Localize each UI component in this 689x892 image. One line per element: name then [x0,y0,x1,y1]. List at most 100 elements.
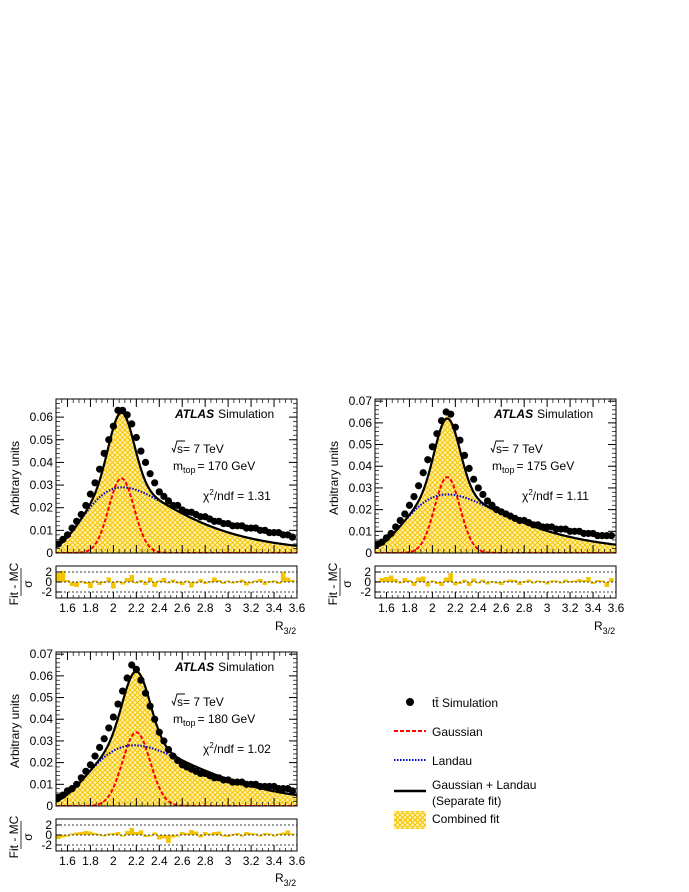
data-point [474,484,482,492]
x-tick-label: 2.8 [197,601,214,615]
x-tick-label: 3.2 [243,854,260,868]
ratio-bar [609,578,614,582]
data-point [109,713,117,721]
data-point [151,479,159,487]
ratio-bar [549,580,555,582]
data-point [114,700,122,708]
data-point [82,501,90,510]
data-point [387,529,395,538]
ratio-bar [430,580,435,582]
data-point [424,456,432,464]
data-point [132,665,140,673]
x-tick-label: 2.4 [470,601,487,615]
ratio-bar [69,833,75,835]
ratio-bar [276,582,281,584]
data-point [437,417,446,425]
data-point [77,510,85,519]
plot-area [375,408,616,553]
x-tick-label: 3.6 [289,854,306,868]
ratio-bar [397,582,403,584]
y-tick-label: 0.03 [30,478,54,492]
data-point [91,479,99,487]
ratio-bar [124,578,130,582]
ratio-bar [184,833,190,835]
ratio-bar [535,580,541,582]
ratio-bar [271,580,277,582]
mtop-label: mtop = 175 GeV [492,459,574,475]
ratio-bar [471,578,476,582]
x-tick-label: 2.6 [493,601,510,615]
x-tick-label: 3.2 [562,601,579,615]
ratio-bar [599,580,605,582]
ratio-bar [216,580,222,582]
legend-label-landau: Landau [432,754,472,768]
data-point [396,516,404,525]
data-point [109,422,117,430]
x-tick-label: 1.6 [59,601,76,615]
y-axis-label: Arbitrary units [327,441,341,515]
data-point [456,436,464,444]
x-tick-label: 2.8 [197,854,214,868]
ratio-bar [225,580,231,582]
data-point [483,497,492,505]
ratio-bar [595,580,600,582]
ratio-bar [216,831,222,835]
ratio-bar [384,577,389,582]
y-axis-label: Arbitrary units [8,441,22,515]
x-tick-label: 1.8 [82,601,99,615]
y-tick-label: 0.03 [349,481,373,495]
data-point [128,661,136,669]
data-point [155,728,163,736]
data-point [105,724,113,732]
data-point [155,488,163,496]
ratio-bar [248,582,254,584]
ratio-bar [225,835,231,837]
ratio-bar [572,580,577,582]
ratio-bar [448,573,454,582]
x-tick-label: 2.4 [151,854,168,868]
data-point [392,523,400,531]
data-point [96,465,104,473]
y-tick-label: 0 [365,546,372,560]
data-point [100,449,108,457]
ratio-bar [540,581,545,583]
ratio-bar [152,832,157,835]
ratio-y-tick-label: -2 [360,585,371,599]
ratio-bar [221,835,226,837]
x-tick-label: 2 [110,601,117,615]
ratio-bar [56,573,61,582]
ratio-bar [512,580,518,582]
ratio-bar [212,832,217,835]
ratio-bar [175,582,180,584]
ratio-bar [212,577,217,582]
atlas-label: ATLAS Simulation [174,407,274,421]
data-point [607,532,616,540]
ratio-bar [239,579,245,582]
chi2-label: χ2/ndf = 1.31 [203,488,271,503]
ratio-bar [262,833,268,835]
y-tick-label: 0.04 [30,455,54,469]
data-point [410,493,418,501]
ratio-bar [457,582,463,584]
x-tick-label: 2.4 [151,601,168,615]
ratio-bar [202,832,208,835]
data-point [382,534,391,542]
ratio-bar [106,833,112,835]
ratio-bar [161,835,167,839]
energy-label: s= 7 TeV [496,442,543,456]
data-point [105,436,113,444]
ratio-bar [244,582,249,586]
data-point [288,787,297,795]
x-tick-label: 3.6 [608,601,625,615]
data-point [151,715,159,723]
ratio-bar [124,831,130,835]
data-point [123,411,131,419]
ratio-bar [193,831,199,835]
ratio-bar [138,830,144,835]
data-point [451,423,459,431]
ratio-bar [290,833,295,835]
data-point [100,735,108,743]
sqrt-icon [490,440,504,454]
